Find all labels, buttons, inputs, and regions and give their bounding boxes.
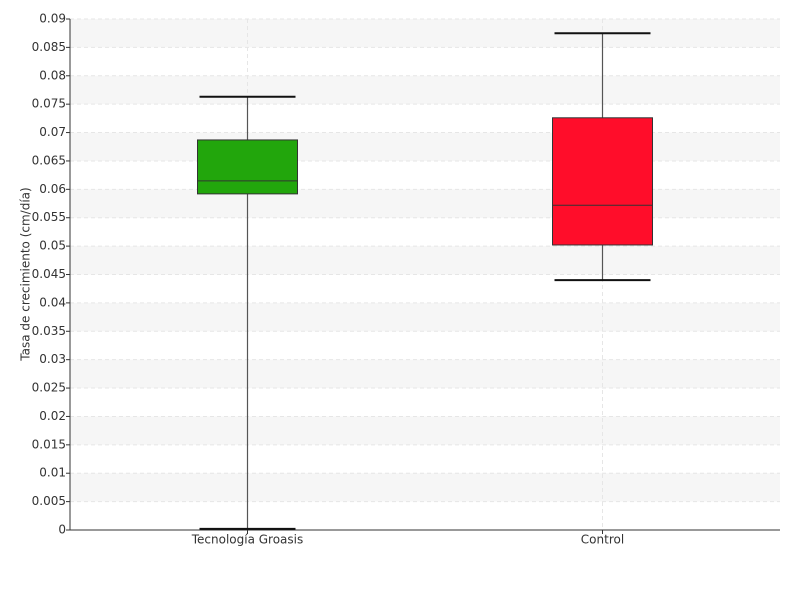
y-tick-label: 0.02	[39, 409, 66, 423]
y-tick-label: 0.04	[39, 295, 66, 309]
y-tick-label: 0.075	[32, 97, 66, 111]
y-tick-label: 0.05	[39, 239, 66, 253]
box	[197, 139, 298, 195]
background-band	[70, 132, 780, 161]
y-tick-label: 0.01	[39, 466, 66, 480]
y-tick-label: 0.085	[32, 40, 66, 54]
y-tick-label: 0.055	[32, 210, 66, 224]
y-tick-label: 0.06	[39, 182, 66, 196]
y-tick-label: 0	[58, 523, 66, 537]
background-band	[70, 473, 780, 502]
background-band	[70, 302, 780, 332]
background-band	[70, 75, 780, 105]
y-axis-label: Tasa de crecimiento (cm/día)	[19, 187, 33, 361]
background-band	[70, 359, 780, 389]
y-tick-label: 0.09	[39, 12, 66, 26]
x-tick-label: Control	[581, 533, 624, 547]
y-tick-label: 0.07	[39, 125, 66, 139]
background-band	[70, 189, 780, 218]
y-tick-label: 0.045	[32, 267, 66, 281]
y-tick-label: 0.08	[39, 68, 66, 82]
y-tick-label: 0.015	[32, 437, 66, 451]
background-band	[70, 416, 780, 445]
y-tick-label: 0.065	[32, 153, 66, 167]
y-tick-label: 0.005	[32, 494, 66, 508]
y-tick-label: 0.025	[32, 381, 66, 395]
box	[552, 117, 653, 246]
background-band	[70, 246, 780, 275]
x-tick-label: Tecnología Groasis	[191, 533, 304, 547]
y-tick-label: 0.035	[32, 324, 66, 338]
y-tick-label: 0.03	[39, 352, 66, 366]
background-band	[70, 19, 780, 48]
